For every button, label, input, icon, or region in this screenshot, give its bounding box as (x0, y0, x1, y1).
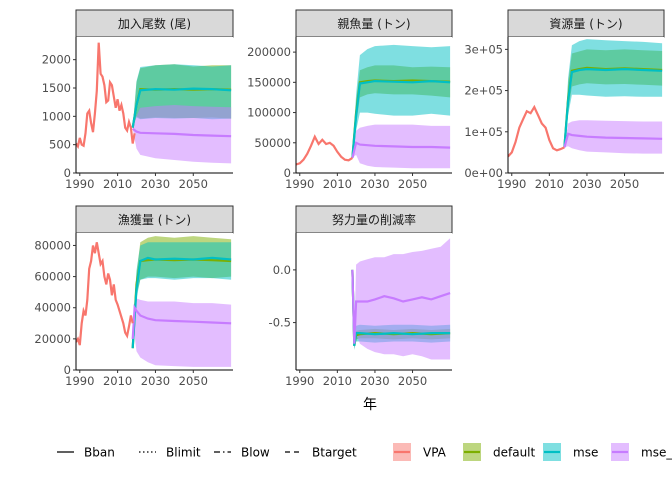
line-mse (131, 87, 232, 128)
line-mse_ (131, 304, 232, 339)
line-mse_ (132, 127, 232, 138)
x-tick-label: 2030 (141, 374, 170, 388)
y-tick-label: 1500 (42, 81, 71, 95)
legend-label: Bban (84, 446, 115, 460)
ribbon-mse (352, 44, 451, 158)
legend-label: Btarget (312, 446, 357, 460)
y-tick-label: 2000 (42, 53, 71, 67)
legend-label: Blow (241, 446, 270, 460)
x-tick-label: 2010 (103, 177, 132, 191)
x-tick-label: 2050 (398, 374, 427, 388)
legend-item-blimit: Blimit (139, 446, 201, 460)
line-VPA (296, 134, 353, 166)
legend-item-bban: Bban (57, 446, 115, 460)
x-tick-label: 2050 (610, 177, 639, 191)
legend-item-mse_: mse_ (611, 443, 672, 461)
panel-5: 努力量の削減率 -0.5 0.0 1990 2010 2030 2050 (269, 205, 453, 388)
y-tick-label: -0.5 (269, 316, 291, 330)
panel-title: 親魚量 (トン) (337, 17, 410, 31)
y-tick-label: 0 (64, 166, 71, 180)
ribbon-mse (132, 242, 232, 349)
y-tick-label: 0 (64, 363, 71, 377)
x-tick-label: 2050 (179, 177, 208, 191)
y-tick-label: 0 (284, 166, 291, 180)
panel-strip (507, 9, 665, 38)
y-tick-label: 150000 (247, 75, 291, 89)
x-tick-label: 2030 (360, 177, 389, 191)
ribbon-mse (564, 39, 663, 148)
y-tick-label: 2e+05 (464, 84, 503, 98)
x-tick-label: 2030 (141, 177, 170, 191)
legend-label: default (493, 446, 536, 460)
y-tick-label: 0.0 (273, 263, 291, 277)
panel-strip (75, 9, 234, 38)
x-tick-label: 2010 (535, 177, 564, 191)
line-mse_ (351, 269, 451, 344)
y-tick-label: 1e+05 (464, 125, 503, 139)
y-tick-label: 200000 (247, 45, 291, 59)
legend-item-mse: mse (543, 443, 598, 461)
ribbon-mse_ (352, 238, 451, 360)
legend-label: Blimit (166, 446, 201, 460)
x-tick-label: 1990 (285, 177, 314, 191)
y-tick-label: 50000 (254, 136, 291, 150)
line-VPA (508, 104, 565, 158)
legend-label: VPA (423, 446, 447, 460)
x-tick-label: 2050 (179, 374, 208, 388)
x-tick-label: 2010 (323, 374, 352, 388)
panel-title: 加入尾数 (尾) (118, 16, 191, 31)
x-tick-label: 1990 (65, 177, 94, 191)
line-mse (563, 67, 663, 148)
x-tick-label: 2010 (323, 177, 352, 191)
panel-title: 努力量の削減率 (332, 212, 416, 227)
x-tick-label: 1990 (65, 374, 94, 388)
x-tick-label: 2010 (103, 374, 132, 388)
ribbon-mse_ (132, 298, 232, 367)
y-tick-label: 60000 (34, 270, 71, 284)
legend-item-VPA: VPA (393, 443, 447, 461)
panel-1: 加入尾数 (尾) 0 500 1000 1500 2000 1990 2010 2030 2050 (42, 9, 234, 191)
panel-strip (295, 9, 453, 38)
y-tick-label: 500 (49, 138, 71, 152)
x-tick-label: 2030 (360, 374, 389, 388)
legend-item-btarget: Btarget (285, 446, 357, 460)
y-tick-label: 0e+00 (464, 166, 503, 180)
y-tick-label: 20000 (34, 332, 71, 346)
panel-title: 資源量 (トン) (549, 17, 622, 31)
line-VPA (76, 42, 136, 150)
x-tick-label: 2030 (572, 177, 601, 191)
legend-item-default: default (463, 443, 536, 461)
panel-2: 親魚量 (トン) 0 50000 100000 150000 200000 1990 2010… (247, 9, 453, 191)
x-tick-label: 2050 (398, 177, 427, 191)
line-mse_ (563, 132, 663, 148)
y-tick-label: 3e+05 (464, 42, 503, 56)
x-axis-title: 年 (363, 397, 377, 413)
legend: Bban Blimit Blow Btarget VPA default mse mse_ (57, 443, 672, 461)
y-tick-label: 100000 (247, 106, 291, 120)
line-mse (351, 79, 451, 158)
panel-4: 漁獲量 (トン) 0 20000 40000 60000 80000 1990 2010 203… (34, 205, 234, 388)
line-mse_ (351, 141, 451, 159)
legend-label: mse_ (641, 446, 672, 460)
y-tick-label: 1000 (42, 109, 71, 123)
legend-item-blow: Blow (214, 446, 270, 460)
y-tick-label: 40000 (34, 301, 71, 315)
x-tick-label: 1990 (497, 177, 526, 191)
line-VPA (76, 242, 134, 346)
legend-label: mse (573, 446, 598, 460)
y-tick-label: 80000 (34, 238, 71, 252)
panel-3: 資源量 (トン) 0e+00 1e+05 2e+05 3e+05 1990 2010 2030… (464, 9, 665, 191)
panel-title: 漁獲量 (トン) (118, 213, 191, 227)
x-tick-label: 1990 (285, 374, 314, 388)
line-mse (131, 256, 232, 349)
